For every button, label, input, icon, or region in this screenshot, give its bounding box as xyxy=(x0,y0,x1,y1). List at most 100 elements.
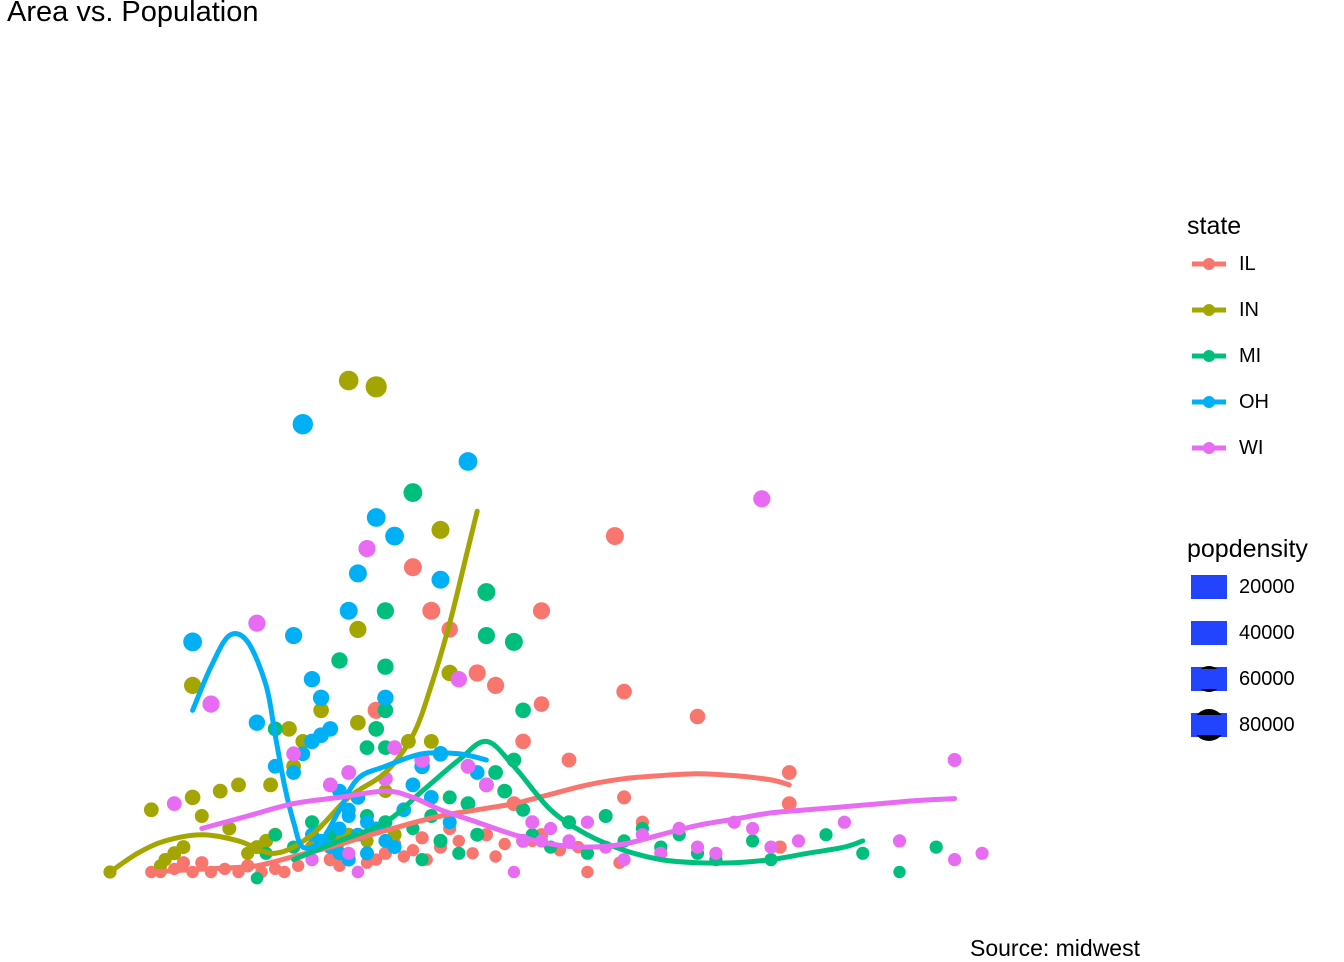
state-legend-key xyxy=(1192,258,1226,270)
point-in-28 xyxy=(423,734,439,749)
point-il-5 xyxy=(195,856,209,870)
point-wi-34 xyxy=(387,740,402,755)
point-wi-24 xyxy=(746,821,760,836)
point-wi-4 xyxy=(322,777,338,793)
point-wi-31 xyxy=(358,540,376,558)
point-oh-27 xyxy=(442,815,457,830)
state-legend-item-il: IL xyxy=(1187,241,1256,287)
point-in-23 xyxy=(350,714,366,731)
point-mi-14 xyxy=(452,846,466,860)
point-in-9 xyxy=(222,821,237,836)
point-in-33 xyxy=(431,520,450,539)
state-legend-key xyxy=(1192,396,1226,408)
point-mi-25 xyxy=(580,846,595,860)
point-mi-18 xyxy=(488,765,503,780)
point-oh-3 xyxy=(286,765,301,780)
point-wi-10 xyxy=(479,777,494,793)
point-oh-0 xyxy=(183,632,203,652)
point-oh-31 xyxy=(313,727,329,743)
point-wi-33 xyxy=(947,753,962,767)
point-il-13 xyxy=(292,859,305,872)
point-mi-12 xyxy=(433,833,448,848)
point-in-16 xyxy=(281,721,297,737)
point-oh-32 xyxy=(339,601,358,620)
point-oh-37 xyxy=(292,414,313,435)
point-il-32 xyxy=(489,850,502,863)
point-mi-37 xyxy=(893,865,906,879)
point-wi-21 xyxy=(690,840,705,854)
point-in-6 xyxy=(184,789,201,806)
point-oh-40 xyxy=(341,802,356,817)
point-il-25 xyxy=(415,831,429,845)
point-mi-38 xyxy=(929,840,943,854)
point-mi-10 xyxy=(415,853,429,867)
point-il-43 xyxy=(422,601,441,620)
point-il-37 xyxy=(533,696,550,712)
point-il-45 xyxy=(532,602,551,620)
point-wi-30 xyxy=(975,846,989,860)
point-wi-3 xyxy=(286,746,301,762)
point-wi-26 xyxy=(791,834,806,848)
point-mi-2 xyxy=(268,828,282,842)
point-il-58 xyxy=(616,683,632,700)
point-mi-51 xyxy=(515,702,531,719)
point-oh-1 xyxy=(248,714,266,731)
state-legend: state IL IN MI OH WI xyxy=(1187,211,1269,471)
point-mi-43 xyxy=(376,602,394,620)
point-wi-0 xyxy=(166,796,182,811)
state-legend-item-in: IN xyxy=(1187,287,1259,333)
point-in-8 xyxy=(212,783,228,799)
state-legend-item-oh: OH xyxy=(1187,379,1269,425)
state-legend-title: state xyxy=(1187,212,1242,240)
point-in-7 xyxy=(194,809,209,823)
point-wi-8 xyxy=(450,671,467,688)
state-legend-item-wi: WI xyxy=(1187,425,1263,471)
point-mi-42 xyxy=(377,658,394,675)
point-wi-17 xyxy=(617,853,631,867)
point-mi-40 xyxy=(368,721,385,737)
point-il-30 xyxy=(466,847,479,860)
smooth-line-oh xyxy=(190,631,489,851)
point-oh-21 xyxy=(387,840,402,855)
state-legend-key xyxy=(1192,350,1226,362)
point-mi-16 xyxy=(470,827,485,842)
point-mi-0 xyxy=(250,872,264,885)
point-mi-33 xyxy=(746,834,760,848)
popdensity-legend-item-20000: 20000 xyxy=(1187,564,1308,610)
point-wi-32 xyxy=(753,490,771,508)
point-in-5 xyxy=(176,840,191,855)
series-in xyxy=(103,370,458,879)
point-in-14 xyxy=(263,777,278,793)
point-wi-2 xyxy=(248,614,266,632)
popdensity-legend-label: 40000 xyxy=(1239,622,1295,644)
state-legend-key xyxy=(1192,442,1226,454)
smooth-line-in xyxy=(107,508,480,875)
plot-area xyxy=(103,370,989,885)
popdensity-legend: popdensity 20000 40000 60000 80000 xyxy=(1187,534,1308,748)
point-in-31 xyxy=(184,676,202,695)
point-il-41 xyxy=(403,558,422,577)
point-il-23 xyxy=(397,850,410,863)
point-in-30 xyxy=(338,370,359,391)
point-il-24 xyxy=(406,844,420,857)
point-mi-26 xyxy=(598,809,613,823)
point-wi-13 xyxy=(544,821,558,836)
point-mi-48 xyxy=(504,632,523,651)
point-il-50 xyxy=(617,790,632,805)
point-oh-29 xyxy=(285,627,303,645)
point-il-44 xyxy=(605,527,624,546)
point-wi-12 xyxy=(525,815,540,830)
point-in-10 xyxy=(231,777,246,793)
point-wi-22 xyxy=(709,846,723,860)
state-legend-label: OH xyxy=(1239,391,1269,413)
state-legend-label: IL xyxy=(1239,253,1256,275)
point-mi-35 xyxy=(819,828,833,842)
state-legend-key xyxy=(1192,304,1226,316)
point-il-54 xyxy=(689,708,706,725)
point-il-57 xyxy=(773,840,787,854)
point-wi-25 xyxy=(764,840,778,854)
point-in-32 xyxy=(365,376,387,398)
state-legend-label: WI xyxy=(1239,437,1264,459)
series-wi xyxy=(166,490,989,879)
smooth-line-wi xyxy=(199,788,958,850)
